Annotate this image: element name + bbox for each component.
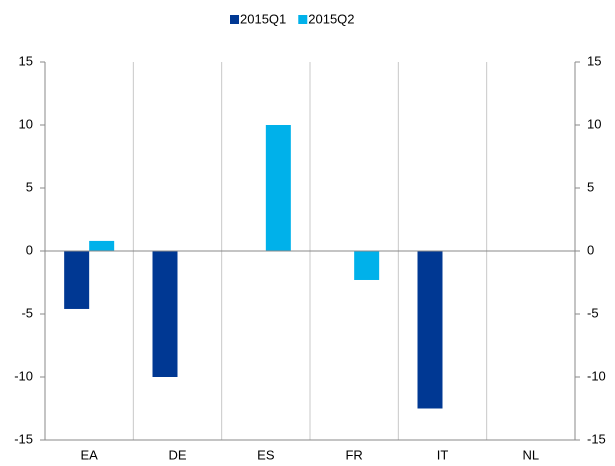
bar <box>354 251 380 280</box>
x-tick-label: EA <box>80 447 98 462</box>
y2-tick-label: 15 <box>587 53 601 68</box>
y-tick-label: -5 <box>21 305 33 320</box>
y-tick-label: 0 <box>26 242 33 257</box>
bar <box>64 251 90 309</box>
bar <box>152 251 178 377</box>
bar <box>265 125 291 251</box>
bar <box>89 240 115 251</box>
y-tick-label: -10 <box>14 368 33 383</box>
legend-label: 2015Q1 <box>240 11 286 26</box>
legend-swatch <box>298 15 308 24</box>
y2-tick-label: 10 <box>587 116 601 131</box>
y2-tick-label: 0 <box>587 242 594 257</box>
y2-tick-label: 5 <box>587 179 594 194</box>
x-tick-label: IT <box>437 447 449 462</box>
y-tick-label: 15 <box>19 53 33 68</box>
y2-tick-label: -15 <box>587 431 606 446</box>
x-tick-label: DE <box>168 447 186 462</box>
bar <box>417 251 443 409</box>
legend-label: 2015Q2 <box>308 11 354 26</box>
x-tick-label: ES <box>257 447 275 462</box>
x-tick-label: NL <box>523 447 540 462</box>
y-tick-label: 10 <box>19 116 33 131</box>
y-tick-label: -15 <box>14 431 33 446</box>
legend-swatch <box>230 15 239 24</box>
y-tick-label: 5 <box>26 179 33 194</box>
x-tick-label: FR <box>345 447 362 462</box>
y2-tick-label: -10 <box>587 368 606 383</box>
y2-tick-label: -5 <box>587 305 599 320</box>
